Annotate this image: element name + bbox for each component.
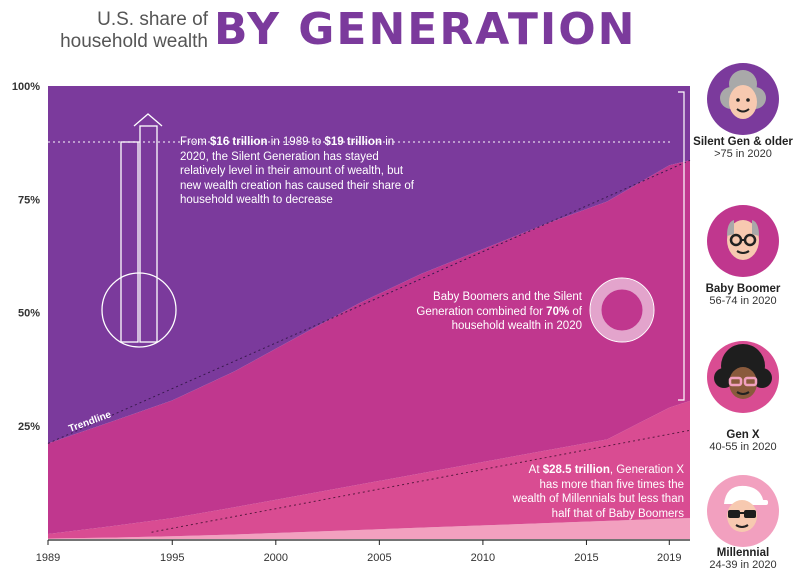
genx-value: $28.5 trillion [542,464,610,476]
x-tick-label: 2000 [264,552,288,564]
y-tick-label: 100% [12,81,40,93]
genx-text-1: At [528,464,543,476]
y-tick-label: 75% [18,194,40,206]
bracket-combined [678,91,685,401]
area-silent-gen-older [48,86,690,444]
silent-text-1: From [180,136,211,148]
baby-boomer-avatar-icon [707,205,779,277]
genx-trendline [151,429,691,533]
x-tick-label: 2005 [367,552,391,564]
x-tick-label: 2019 [657,552,681,564]
area-series-group [48,86,690,539]
boomer-text-1: Baby Boomers and the Silent Generation c… [416,291,582,318]
legend-baby-boomer-name: Baby Boomer [705,283,781,295]
silent-gen-avatar-icon [707,63,779,135]
legend-gen-x-name: Gen X [726,429,760,441]
legend-millennial-name: Millennial [716,547,770,559]
donut-outline [589,277,655,343]
area-millennial [48,518,690,539]
x-tick-label: 2015 [574,552,598,564]
subtitle-line-2: household wealth [60,31,208,52]
legend-baby-boomer: Baby Boomer 56-74 in 2020 [688,283,798,307]
boomer-text-2: of household wealth in 2020 [451,305,582,333]
area-baby-boomer [48,160,690,535]
boomer-percent: 70% [546,305,570,318]
axes: 100% 75% 50% 25% 1989 1995 2000 2005 2010 2015 201… [12,81,690,564]
legend-silent-gen-name: Silent Gen & older [693,136,793,148]
donut-ring [590,278,654,342]
x-tick-label: 1989 [36,552,60,564]
silent-text-3: in 2020, the Silent Generation has staye… [180,136,414,206]
millennial-avatar-icon [707,475,779,547]
arrow-up-icon [133,113,163,127]
legend-gen-x-ages: 40-55 in 2020 [709,441,777,453]
silent-value-1989: $16 trillion [210,136,268,148]
genx-text-2: , Generation X has more than five times … [512,464,684,520]
thermo-bar-1989 [120,141,139,343]
gen-x-avatar-icon [707,341,779,413]
genx-annotation: At $28.5 trillion, Generation X has more… [512,463,684,521]
silent-text-2: in 1989 to [267,136,325,148]
y-tick-label: 50% [18,308,40,320]
legend-silent-gen: Silent Gen & older >75 in 2020 [688,136,798,160]
area-gen-x [48,400,690,539]
boomer-annotation: Baby Boomers and the Silent Generation c… [412,290,582,334]
silent-value-2020: $19 trillion [324,136,382,148]
x-tick-label: 1995 [160,552,184,564]
legend-gen-x: Gen X 40-55 in 2020 [688,429,798,453]
y-tick-label: 25% [18,421,40,433]
legend-millennial-ages: 24-39 in 2020 [709,559,777,571]
legend-silent-gen-ages: >75 in 2020 [714,148,772,160]
x-tick-label: 2010 [471,552,495,564]
thermo-bar-2020 [139,125,158,343]
thermo-bulb [101,272,177,348]
stacked-area-chart: Trendline 100%75%50%25%1989 1995 2000 2005 2… [12,81,691,564]
page-title: BY GENERATION [214,4,637,55]
legend-millennial: Millennial 24-39 in 2020 [688,547,798,571]
silent-gen-annotation: From $16 trillion in 1989 to $19 trillio… [180,135,415,208]
subtitle-line-1: U.S. share of [97,9,208,30]
header: U.S. share of household wealth BY GENERA… [0,0,800,75]
legend-baby-boomer-ages: 56-74 in 2020 [709,295,777,307]
trendline [47,159,691,444]
